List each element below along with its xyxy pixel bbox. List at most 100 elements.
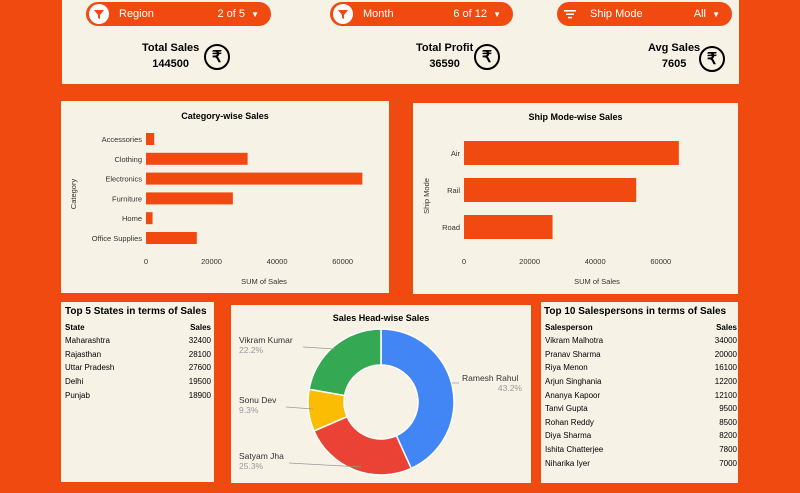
top-salespersons-table-panel: Top 10 Salespersons in terms of Sales Sa…	[541, 302, 738, 483]
column-header[interactable]: Sales	[716, 322, 737, 332]
table-row: Arjun Singhania 12200	[545, 375, 737, 389]
table-row: Delhi 19500	[65, 375, 211, 389]
filter-icon	[89, 4, 109, 24]
row-sales-cell: 7000	[719, 458, 737, 468]
table-row: Rajasthan 28100	[65, 348, 211, 362]
kpi-value: 144500	[152, 58, 189, 70]
category-tick-label: Rail	[447, 186, 460, 195]
row-sales-cell: 8200	[719, 431, 737, 441]
category-tick-label: Electronics	[105, 175, 142, 184]
row-name-cell: Diya Sharma	[545, 431, 592, 441]
sales-head-pie-panel: Sales Head-wise Sales Ramesh Rahul 43.2% S…	[231, 305, 531, 483]
row-sales-cell: 12200	[714, 377, 737, 387]
bar[interactable]	[146, 212, 153, 225]
kpi-label: Total Sales	[142, 42, 200, 54]
x-tick-label: 40000	[585, 257, 606, 266]
category-tick-label: Furniture	[112, 194, 142, 203]
chart-title: Sales Head-wise Sales	[332, 313, 430, 323]
row-name-cell: Ishita Chatterjee	[545, 445, 604, 455]
kpi-value: 7605	[661, 58, 687, 70]
table-row: Punjab 18900	[65, 388, 211, 402]
row-name-cell: Rohan Reddy	[545, 417, 594, 427]
slice-name-label: Satyam Jha	[239, 451, 284, 461]
column-header[interactable]: Sales	[190, 322, 211, 332]
salespersons-table: Salesperson Sales Vikram Malhotra 34000 Pr…	[545, 320, 737, 470]
row-name-cell: Punjab	[65, 390, 90, 400]
kpi-label: Avg Sales	[648, 42, 701, 54]
category-tick-label: Air	[451, 149, 461, 158]
slice-percent-label: 9.3%	[239, 405, 259, 415]
ship-mode-filter[interactable]: Ship Mode All ▼	[557, 2, 732, 26]
row-sales-cell: 28100	[188, 349, 211, 359]
category-tick-label: Clothing	[114, 155, 142, 164]
row-sales-cell: 18900	[188, 390, 211, 400]
row-sales-cell: 27600	[188, 363, 211, 373]
row-sales-cell: 19500	[188, 377, 211, 387]
slice-name-label: Sonu Dev	[239, 395, 277, 405]
donut-slice[interactable]	[380, 328, 455, 470]
y-axis-label: Category	[69, 179, 78, 210]
row-sales-cell: 8500	[719, 417, 737, 427]
table-title: Top 5 States in terms of Sales	[65, 306, 207, 317]
row-sales-cell: 12100	[714, 390, 737, 400]
row-name-cell: Rajasthan	[65, 349, 102, 359]
bar[interactable]	[146, 232, 197, 244]
x-tick-label: 0	[144, 257, 148, 266]
bar[interactable]	[464, 141, 679, 165]
row-name-cell: Pranav Sharma	[545, 349, 601, 359]
bar[interactable]	[464, 178, 637, 202]
bar[interactable]	[146, 133, 155, 145]
bar[interactable]	[146, 172, 363, 185]
column-header[interactable]: State	[65, 322, 85, 332]
filter-icon	[333, 4, 353, 24]
row-sales-cell: 32400	[188, 336, 211, 346]
row-name-cell: Maharashtra	[65, 336, 110, 346]
table-header-row: Salesperson Sales	[545, 320, 737, 334]
x-axis-label: SUM of Sales	[574, 277, 620, 286]
slice-leader-line	[288, 462, 362, 468]
kpi-label: Total Profit	[416, 42, 474, 54]
slice-percent-label: 25.3%	[239, 461, 264, 471]
column-header[interactable]: Salesperson	[545, 322, 593, 332]
table-row: Uttar Pradesh 27600	[65, 361, 211, 375]
table-row: Tanvi Gupta 9500	[545, 402, 737, 416]
table-row: Ananya Kapoor 12100	[545, 388, 737, 402]
category-sales-svg: Accessories Clothing Electronics Furniture H…	[69, 133, 363, 286]
table-header-row: State Sales	[65, 320, 211, 334]
bar[interactable]	[146, 192, 233, 205]
table-row: Rohan Reddy 8500	[545, 416, 737, 430]
donut-slice[interactable]	[308, 328, 382, 397]
donut-slice[interactable]	[313, 415, 413, 476]
x-tick-label: 60000	[332, 257, 353, 266]
row-sales-cell: 34000	[714, 336, 737, 346]
table-row: Maharashtra 32400	[65, 334, 211, 348]
row-name-cell: Riya Menon	[545, 363, 588, 373]
row-sales-cell: 16100	[714, 363, 737, 373]
row-sales-cell: 7800	[719, 445, 737, 455]
row-sales-cell: 9500	[719, 404, 737, 414]
row-sales-cell: 20000	[714, 349, 737, 359]
ship-mode-sales-svg: Air Rail Road 0 20000 40000 60000 SUM of Sales S…	[422, 141, 679, 286]
row-name-cell: Delhi	[65, 377, 84, 387]
bar[interactable]	[146, 152, 248, 165]
x-axis-label: SUM of Sales	[241, 277, 287, 286]
table-row: Diya Sharma 8200	[545, 429, 737, 443]
chart-title: Category-wise Sales	[181, 111, 269, 121]
total-sales-kpi: Total Sales 144500	[142, 42, 199, 70]
category-sales-chart: Category-wise Sales Accessories Clothing E…	[61, 101, 389, 293]
region-filter[interactable]: Region 2 of 5 ▼	[86, 2, 271, 26]
month-filter[interactable]: Month 6 of 12 ▼	[330, 2, 513, 26]
slice-name-label: Vikram Kumar	[239, 335, 293, 345]
bar[interactable]	[464, 215, 553, 239]
row-name-cell: Ananya Kapoor	[545, 390, 601, 400]
kpi-filter-panel: Region 2 of 5 ▼ Month 6 of 12 ▼ Ship Mod…	[62, 0, 739, 84]
slice-leader-line	[285, 406, 314, 410]
category-tick-label: Accessories	[102, 135, 143, 144]
x-tick-label: 20000	[519, 257, 540, 266]
category-tick-label: Road	[442, 223, 460, 232]
table-row: Ishita Chatterjee 7800	[545, 443, 737, 457]
ship-mode-filter-label: Ship Mode	[590, 8, 643, 20]
row-name-cell: Tanvi Gupta	[545, 404, 588, 414]
category-tick-label: Home	[122, 214, 142, 223]
